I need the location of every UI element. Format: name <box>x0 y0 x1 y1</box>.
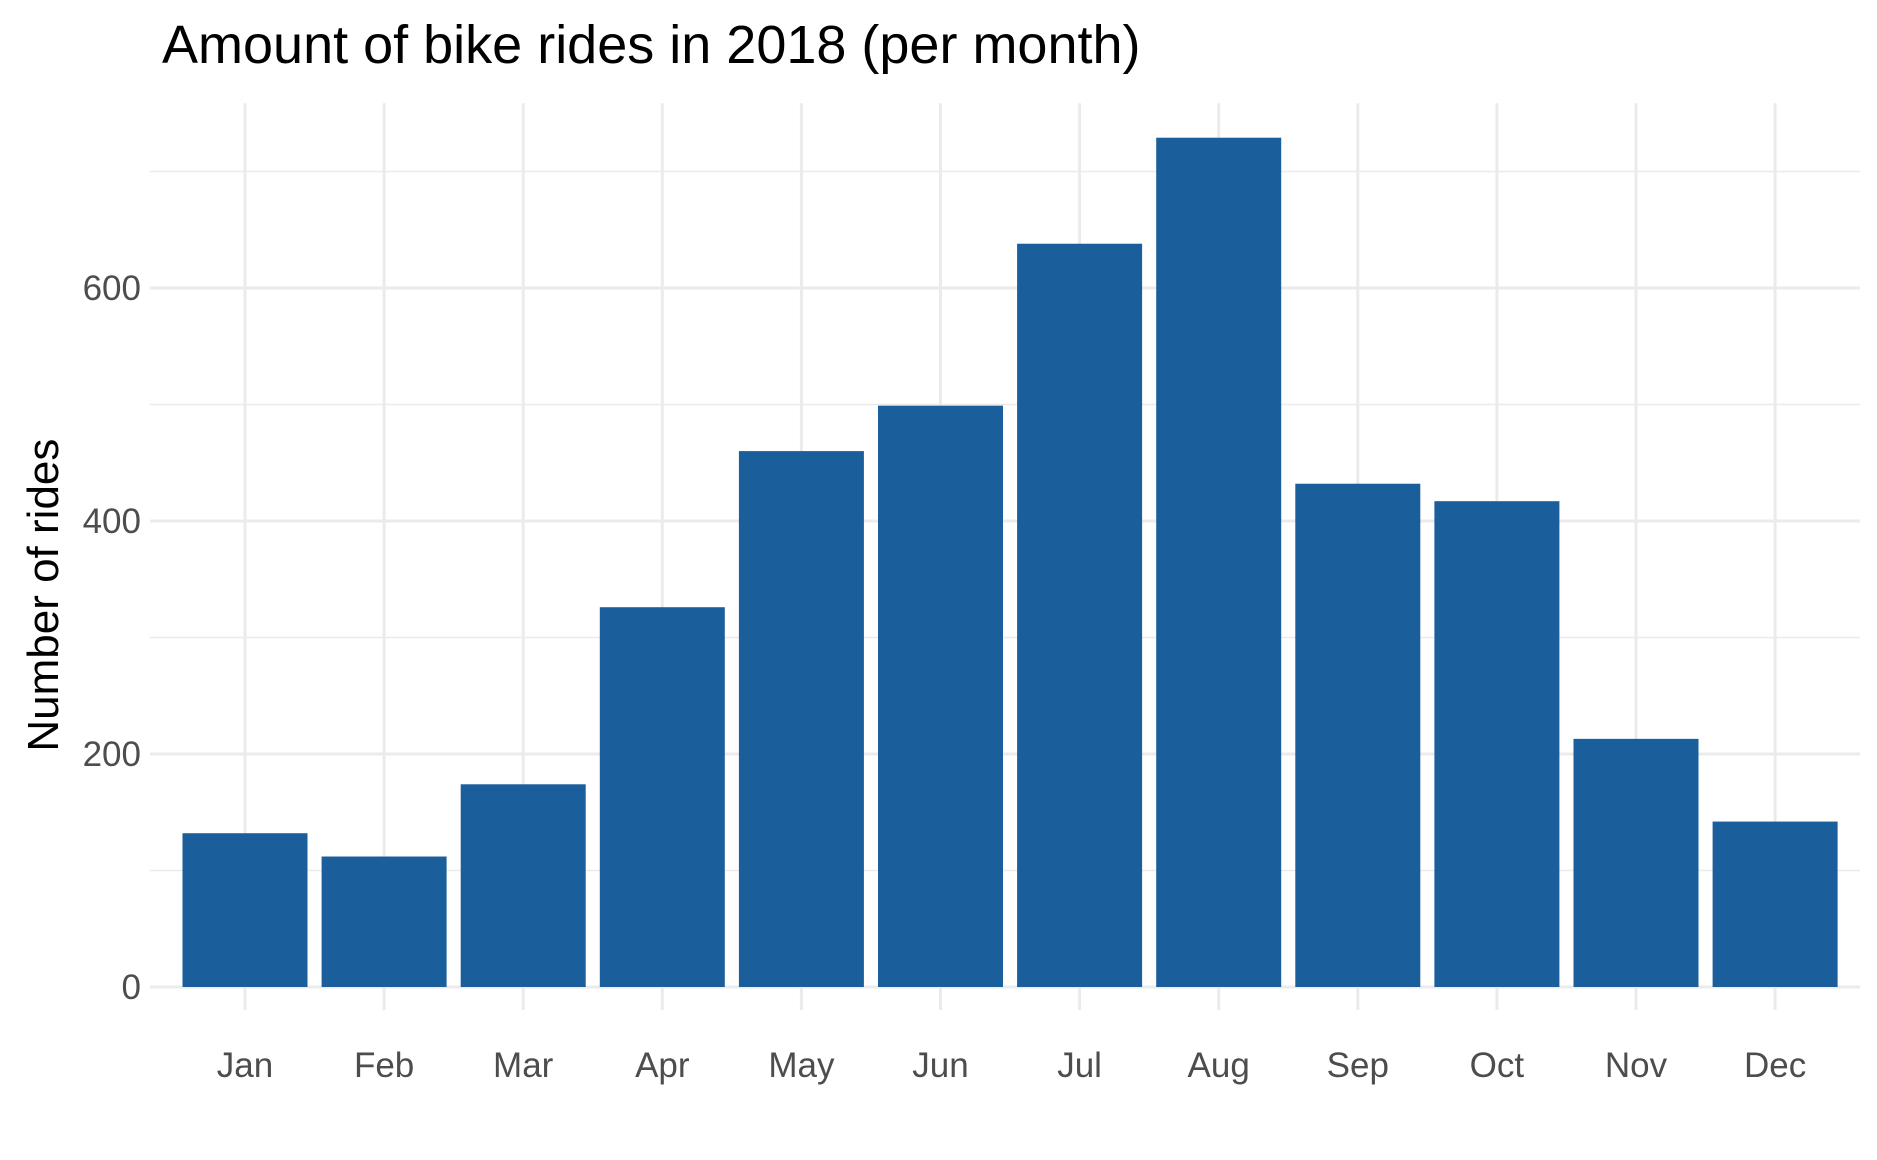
bar-nov <box>1573 738 1699 987</box>
x-tick-label: Mar <box>493 1046 554 1085</box>
x-tick-label: Jul <box>1057 1046 1102 1085</box>
bar-mar <box>460 784 586 987</box>
y-axis-ticks: 0 200 400 600 <box>83 269 141 1007</box>
bars <box>182 137 1838 988</box>
bar-dec <box>1712 821 1838 987</box>
bar-oct <box>1434 501 1560 987</box>
x-tick-label: Apr <box>635 1046 690 1085</box>
x-tick-label: Oct <box>1470 1046 1525 1085</box>
bar-jan <box>182 833 308 987</box>
x-tick-label: Feb <box>354 1046 414 1085</box>
x-tick-label: Dec <box>1744 1046 1806 1085</box>
bar-jun <box>878 405 1003 987</box>
chart-title: Amount of bike rides in 2018 (per month) <box>162 15 1141 75</box>
bar-apr <box>599 607 725 987</box>
x-tick-label: Sep <box>1327 1046 1389 1085</box>
bar-aug <box>1156 137 1282 988</box>
x-tick-label: Jun <box>912 1046 968 1085</box>
y-tick-label: 400 <box>83 502 141 541</box>
x-tick-label: Aug <box>1188 1046 1250 1085</box>
x-tick-label: Nov <box>1605 1046 1668 1085</box>
bar-jul <box>1017 243 1143 988</box>
x-axis-ticks: Jan Feb Mar Apr May Jun Jul Aug Sep Oct Nov Dec <box>217 1046 1806 1085</box>
y-axis-label: Number of rides <box>19 439 68 752</box>
x-tick-label: Jan <box>217 1046 273 1085</box>
y-tick-label: 0 <box>122 968 141 1007</box>
bar-feb <box>321 856 447 987</box>
y-tick-label: 600 <box>83 269 141 308</box>
bar-may <box>738 451 864 988</box>
y-tick-label: 200 <box>83 735 141 774</box>
x-tick-label: May <box>768 1046 835 1085</box>
bar-sep <box>1295 483 1421 987</box>
